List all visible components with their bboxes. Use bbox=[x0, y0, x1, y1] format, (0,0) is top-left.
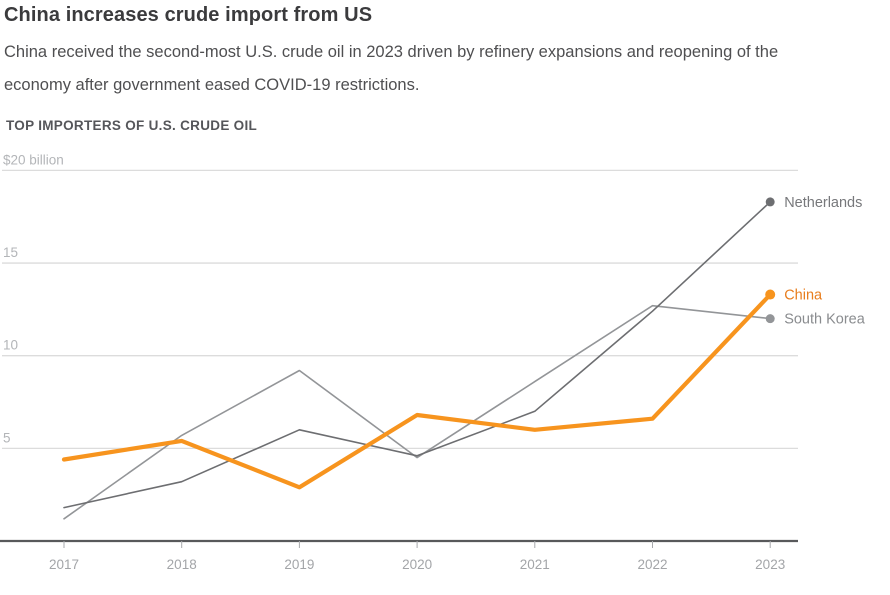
x-tick-label-2018: 2018 bbox=[167, 557, 197, 572]
chart-subtitle: China received the second-most U.S. crud… bbox=[4, 43, 779, 94]
series-label-netherlands: Netherlands bbox=[784, 195, 862, 211]
line-chart: 5 10 15 $20 billion 2017 2018 2019 2020 2021 2022… bbox=[0, 152, 866, 572]
series-endpoint-dot-netherlands bbox=[765, 197, 775, 207]
series-endpoint-dot-china bbox=[765, 289, 776, 300]
y-tick-label-15: 15 bbox=[3, 245, 18, 260]
series-label-south-korea: South Korea bbox=[784, 312, 866, 328]
y-tick-label-5: 5 bbox=[3, 430, 11, 445]
series-endpoint-dot-south-korea bbox=[765, 314, 775, 324]
chart-section-label: TOP IMPORTERS OF U.S. CRUDE OIL bbox=[6, 118, 258, 133]
series-line-netherlands bbox=[63, 201, 772, 509]
x-tick-label-2017: 2017 bbox=[49, 557, 79, 572]
x-tick-label-2019: 2019 bbox=[284, 557, 314, 572]
series-line-south-korea bbox=[63, 304, 772, 520]
x-tick-label-2022: 2022 bbox=[637, 557, 667, 572]
x-tick-label-2023: 2023 bbox=[755, 557, 785, 572]
x-tick-label-2020: 2020 bbox=[402, 557, 432, 572]
y-tick-label-10: 10 bbox=[3, 338, 18, 353]
series-label-china: China bbox=[784, 288, 823, 304]
series-line-china bbox=[61, 292, 773, 490]
y-tick-label-20: $20 billion bbox=[3, 152, 64, 167]
x-tick-label-2021: 2021 bbox=[520, 557, 550, 572]
page-title: China increases crude import from US bbox=[4, 4, 373, 26]
